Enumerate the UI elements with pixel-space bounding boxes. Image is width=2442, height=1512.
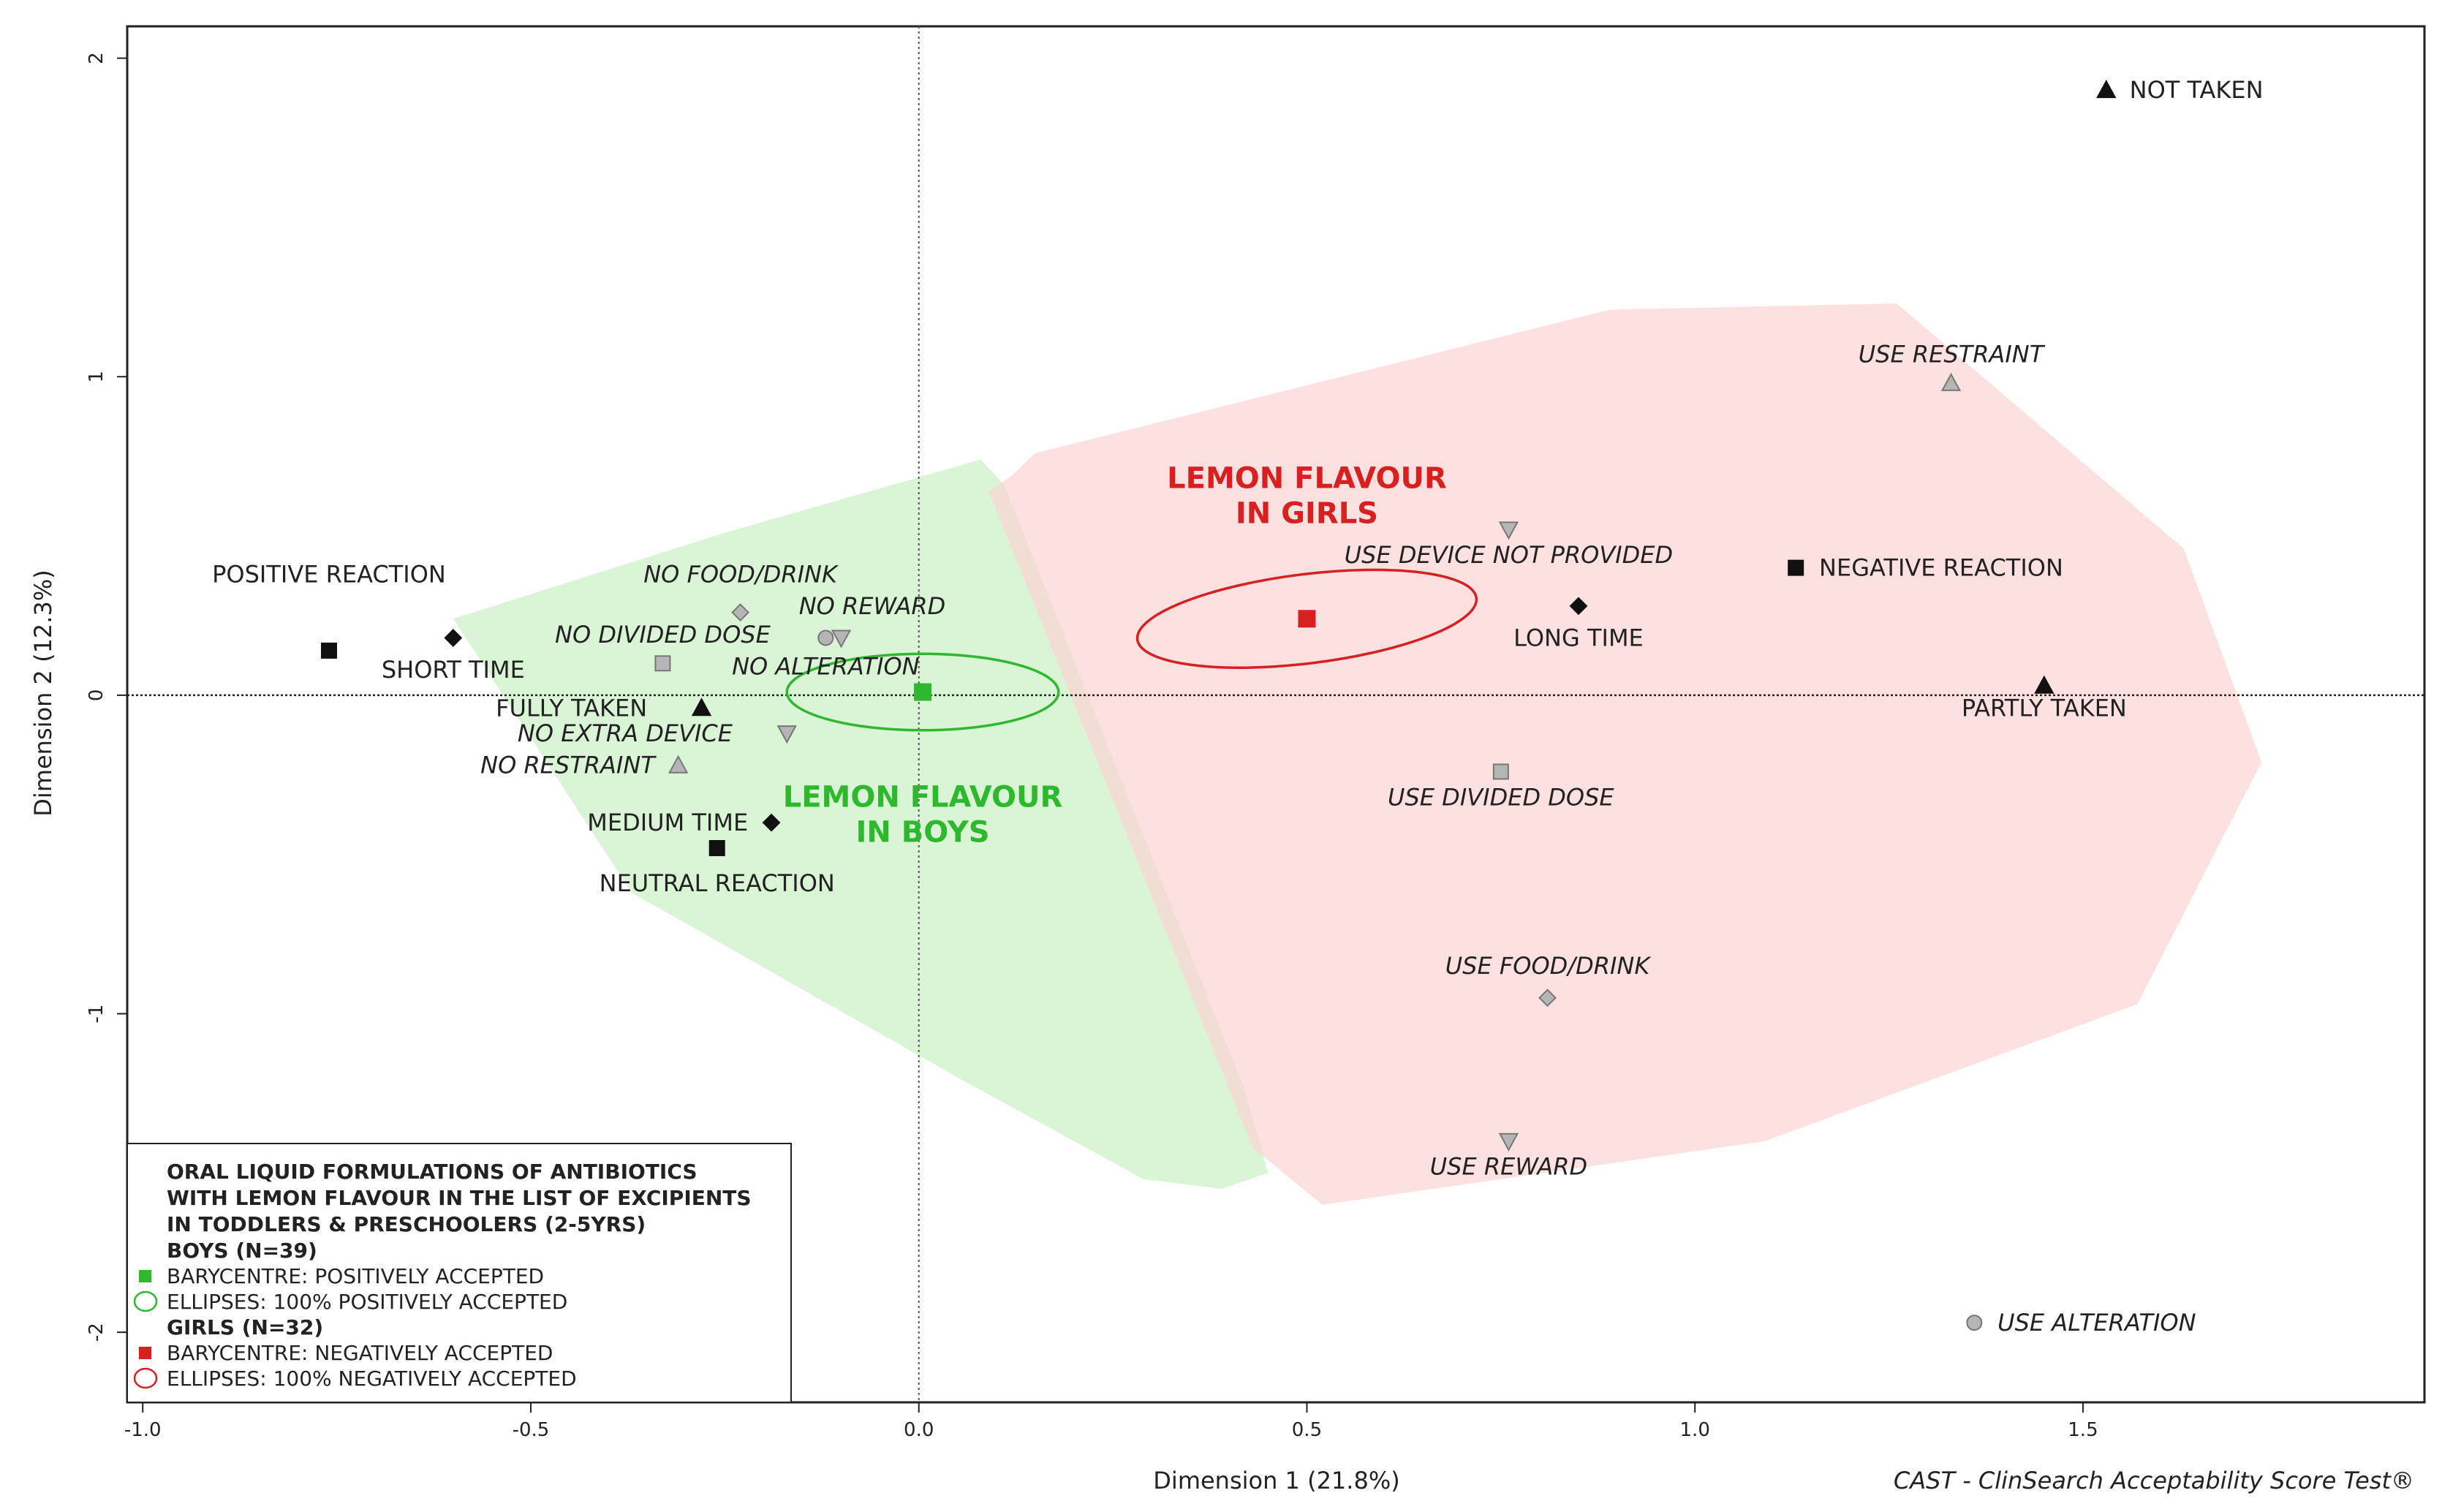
point-label-use-food-drink: USE FOOD/DRINK <box>1445 952 1652 980</box>
y-tick-label: -1 <box>86 1005 107 1024</box>
point-label-no-food-drink: NO FOOD/DRINK <box>643 560 839 588</box>
point-label-no-divided-dose: NO DIVIDED DOSE <box>555 621 771 649</box>
point-no-divided-dose <box>655 656 670 670</box>
point-neutral-reaction <box>710 841 725 855</box>
point-short-time <box>445 630 461 646</box>
credit-text: CAST - ClinSearch Acceptability Score Te… <box>1894 1467 2414 1494</box>
point-negative-reaction <box>1788 561 1803 575</box>
point-label-fully-taken: FULLY TAKEN <box>496 694 647 722</box>
point-not-taken <box>2098 81 2115 97</box>
point-no-alteration <box>818 630 833 645</box>
x-axis-label: Dimension 1 (21.8%) <box>1153 1467 1399 1494</box>
legend-boys-header: BOYS (N=39) <box>167 1239 317 1263</box>
legend-girls-header: GIRLS (N=32) <box>167 1315 323 1339</box>
group-title-lemon-flavour-in-girls-line-1: LEMON FLAVOUR <box>1167 462 1447 496</box>
x-tick-label: -1.0 <box>124 1419 162 1441</box>
barycentre-lemon-flavour-in-girls <box>1298 610 1315 627</box>
point-label-partly-taken: PARTLY TAKEN <box>1962 694 2127 722</box>
group-hulls <box>453 303 2261 1205</box>
point-label-use-reward: USE REWARD <box>1430 1153 1587 1181</box>
point-label-negative-reaction: NEGATIVE REACTION <box>1819 554 2063 582</box>
mca-scatter-chart: -1.0 -0.5 0.0 0.5 1.0 1.5 -2 -1 0 1 2 NOT TAKEN PAR… <box>0 0 2442 1512</box>
group-title-lemon-flavour-in-girls-line-2: IN GIRLS <box>1236 497 1378 531</box>
point-use-alteration <box>1967 1315 1981 1330</box>
legend-title-line-1: ORAL LIQUID FORMULATIONS OF ANTIBIOTICS <box>167 1160 698 1184</box>
y-tick-label: 2 <box>86 52 107 64</box>
legend-girls-barycentre-marker <box>139 1347 151 1359</box>
legend: ORAL LIQUID FORMULATIONS OF ANTIBIOTICS … <box>127 1144 791 1402</box>
point-label-no-alteration: NO ALTERATION <box>732 653 920 681</box>
x-tick-label: 0.0 <box>904 1419 934 1441</box>
legend-boys-ellipses: ELLIPSES: 100% POSITIVELY ACCEPTED <box>167 1290 567 1314</box>
point-label-use-alteration: USE ALTERATION <box>1997 1309 2196 1337</box>
legend-title-line-3: IN TODDLERS & PRESCHOOLERS (2-5YRS) <box>167 1212 646 1236</box>
x-tick-label: 1.0 <box>1680 1419 1710 1441</box>
point-label-short-time: SHORT TIME <box>382 656 525 684</box>
point-use-divided-dose <box>1494 764 1508 779</box>
legend-girls-ellipses: ELLIPSES: 100% NEGATIVELY ACCEPTED <box>167 1367 577 1391</box>
point-label-medium-time: MEDIUM TIME <box>587 809 748 836</box>
barycentre-lemon-flavour-in-boys <box>914 684 931 701</box>
legend-boys-barycentre-marker <box>139 1270 151 1282</box>
y-tick-label: 1 <box>86 371 107 383</box>
point-label-no-restraint: NO RESTRAINT <box>480 752 657 779</box>
point-label-long-time: LONG TIME <box>1513 624 1644 651</box>
y-tick-label: -2 <box>86 1323 107 1342</box>
group-title-lemon-flavour-in-boys-line-2: IN BOYS <box>855 815 989 849</box>
point-label-no-reward: NO REWARD <box>799 592 946 620</box>
legend-title-line-2: WITH LEMON FLAVOUR IN THE LIST OF EXCIPI… <box>167 1186 752 1210</box>
point-label-use-divided-dose: USE DIVIDED DOSE <box>1388 783 1614 811</box>
legend-boys-barycentre: BARYCENTRE: POSITIVELY ACCEPTED <box>167 1264 544 1288</box>
point-label-not-taken: NOT TAKEN <box>2130 76 2264 104</box>
point-label-use-device-not-provided: USE DEVICE NOT PROVIDED <box>1345 541 1673 569</box>
point-label-use-restraint: USE RESTRAINT <box>1859 341 2046 368</box>
legend-girls-barycentre: BARYCENTRE: NEGATIVELY ACCEPTED <box>167 1341 553 1365</box>
x-tick-label: 1.5 <box>2068 1419 2098 1441</box>
point-positive-reaction <box>322 643 336 658</box>
x-tick-label: -0.5 <box>513 1419 550 1441</box>
x-tick-label: 0.5 <box>1292 1419 1322 1441</box>
y-axis-label: Dimension 2 (12.3%) <box>29 570 57 816</box>
group-title-lemon-flavour-in-boys-line-1: LEMON FLAVOUR <box>783 780 1063 814</box>
y-tick-label: 0 <box>86 689 107 702</box>
point-label-positive-reaction: POSITIVE REACTION <box>212 560 446 588</box>
point-label-neutral-reaction: NEUTRAL REACTION <box>600 869 835 897</box>
point-label-no-extra-device: NO EXTRA DEVICE <box>518 719 733 747</box>
